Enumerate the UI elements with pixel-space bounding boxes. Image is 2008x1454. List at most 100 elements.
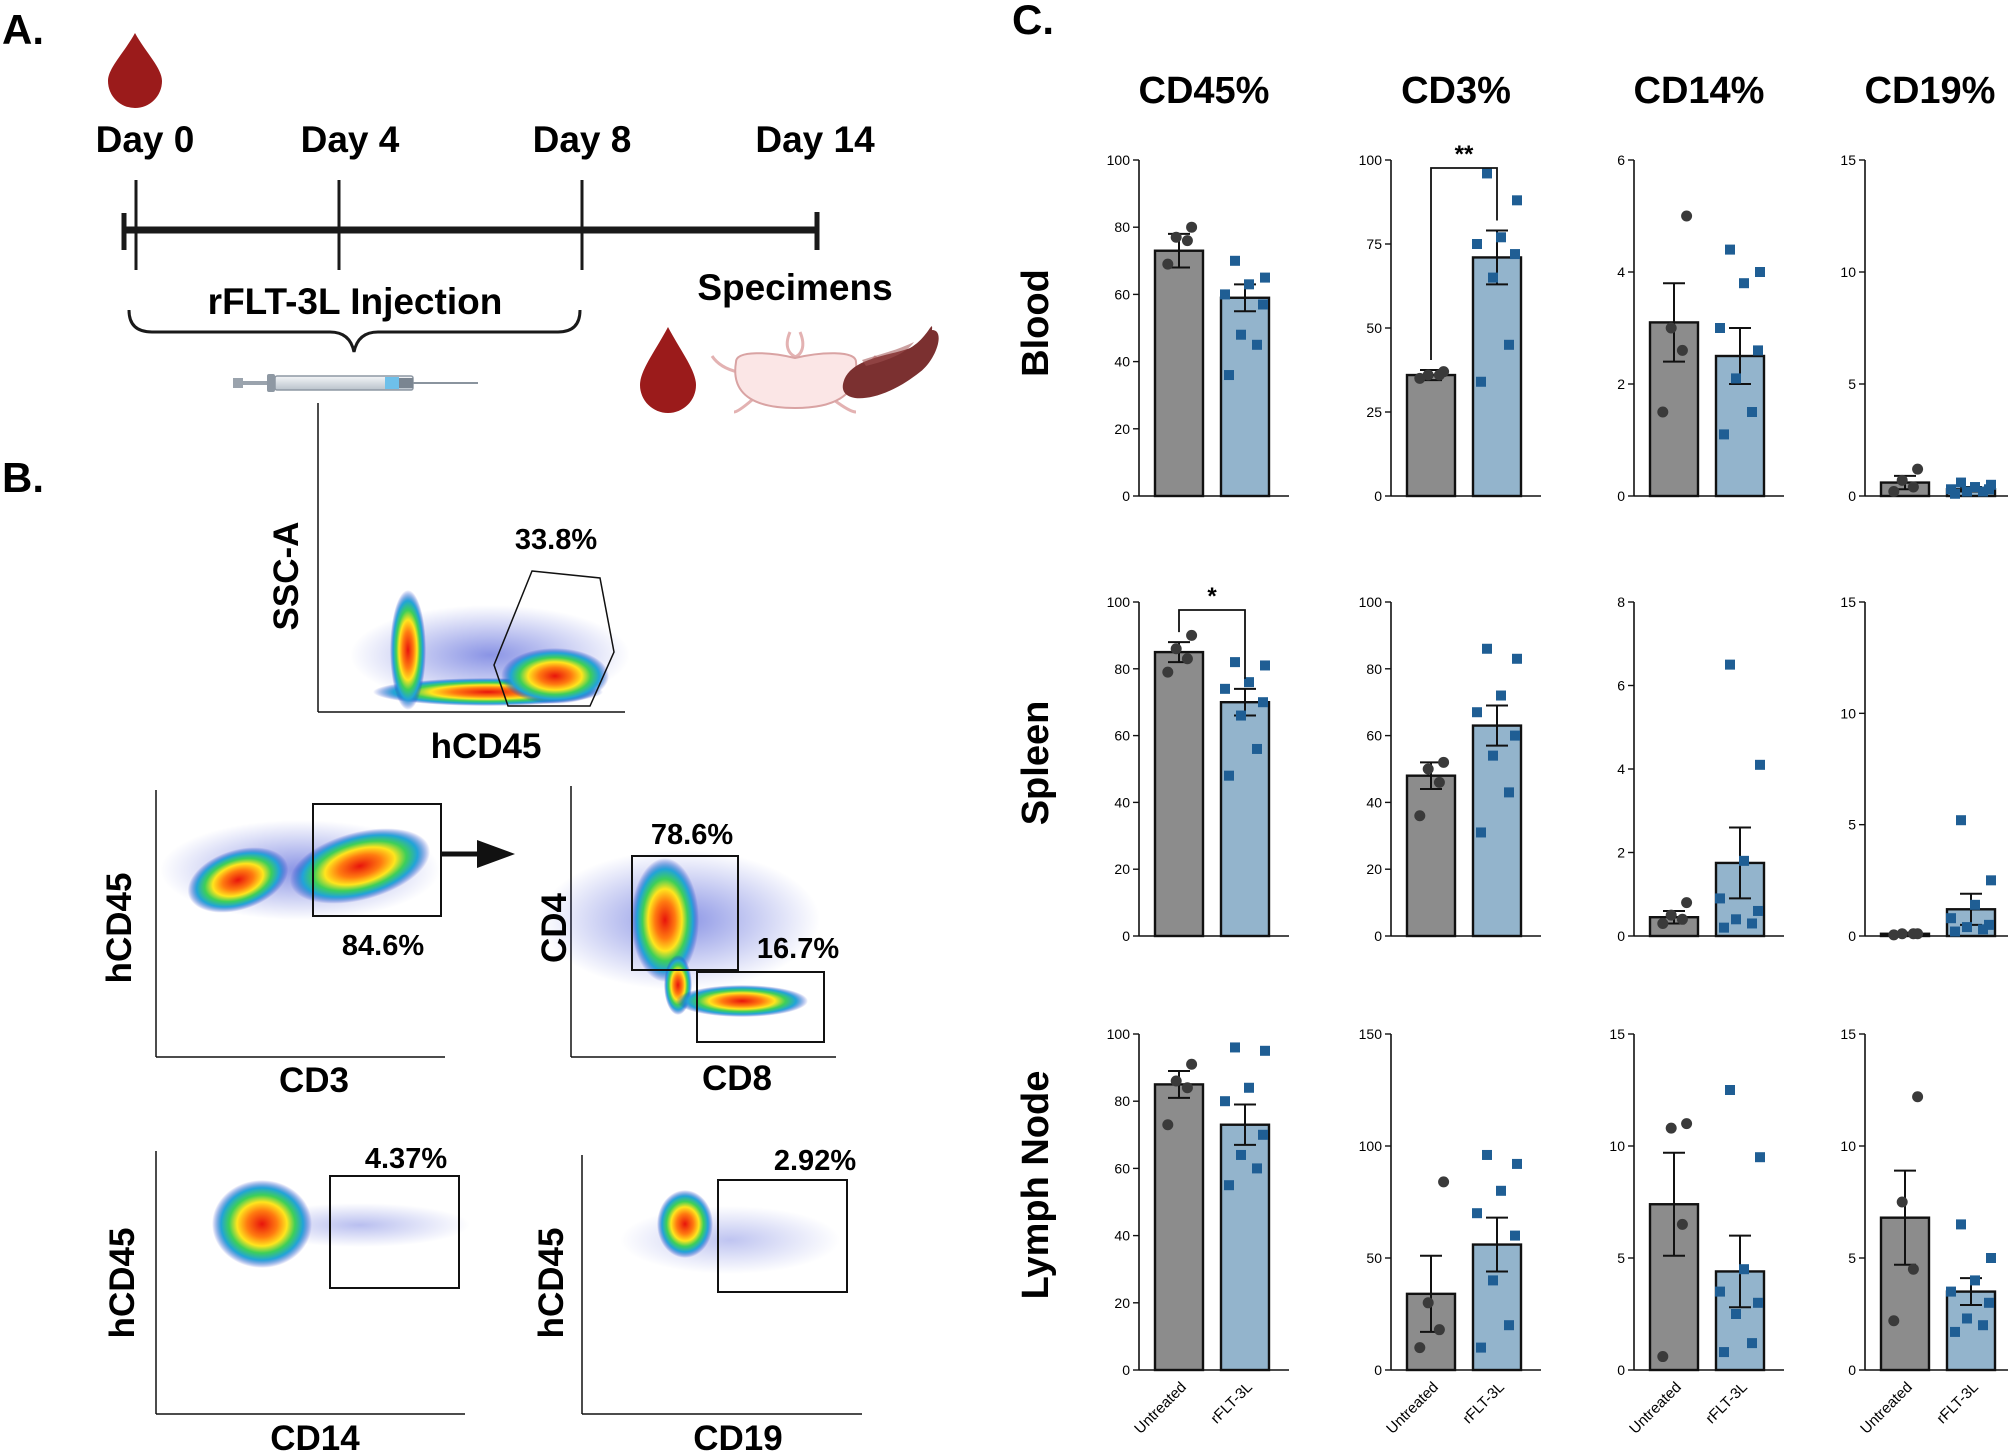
y-tick-label: 0 [1374, 1362, 1382, 1378]
data-point [1912, 928, 1924, 940]
data-point [1888, 929, 1900, 941]
data-point [1681, 1118, 1693, 1130]
chart-title: CD14% [1634, 70, 1765, 112]
y-tick-label: 20 [1114, 1295, 1130, 1311]
y-tick-label: 0 [1374, 928, 1382, 944]
y-tick-label: 5 [1848, 1250, 1856, 1266]
data-point [1715, 893, 1725, 904]
y-tick-label: 0 [1617, 928, 1625, 944]
data-point [1476, 376, 1486, 387]
data-point [1950, 1326, 1960, 1337]
y-tick-label: 5 [1617, 1250, 1625, 1266]
day-label: Day 14 [755, 119, 875, 160]
bar [1405, 373, 1457, 498]
flow-plot: 78.6% 16.7% CD8 CD4 [535, 786, 839, 1098]
data-point [1978, 486, 1988, 497]
flow-axis-label: hCD45 [103, 1228, 142, 1339]
data-point [1970, 482, 1980, 493]
y-tick-label: 0 [1848, 928, 1856, 944]
data-point [1162, 1119, 1174, 1131]
data-point [1244, 1082, 1254, 1093]
data-point [1414, 372, 1426, 384]
data-point [1719, 429, 1729, 440]
y-tick-label: 6 [1617, 678, 1625, 694]
data-point [1510, 1230, 1520, 1241]
data-point [1739, 278, 1749, 289]
y-tick-label: 2 [1617, 376, 1625, 392]
data-point [1962, 1313, 1972, 1324]
panel-label-b: B. [2, 454, 44, 501]
blood-drop-icon [108, 33, 162, 108]
y-tick-label: 25 [1366, 404, 1382, 420]
flow-plot: 4.37% CD14 hCD45 [103, 1143, 470, 1454]
x-tick-label: Untreated [1857, 1379, 1916, 1438]
gate [717, 1179, 848, 1293]
data-point [1665, 1122, 1677, 1134]
data-point [1476, 1342, 1486, 1353]
y-tick-label: 20 [1114, 861, 1130, 877]
y-tick-label: 0 [1848, 1362, 1856, 1378]
y-tick-label: 60 [1114, 728, 1130, 744]
data-point [1482, 168, 1492, 179]
y-tick-label: 100 [1107, 152, 1131, 168]
data-point [1739, 855, 1749, 866]
significance-marker: * [1207, 583, 1217, 610]
day-label: Day 8 [533, 119, 632, 160]
data-point [1725, 244, 1735, 255]
y-tick-label: 100 [1107, 1026, 1131, 1042]
gate-percentage: 33.8% [515, 524, 597, 556]
data-point [1665, 322, 1677, 334]
panel-label-c: C. [1012, 0, 1054, 43]
y-tick-label: 6 [1617, 152, 1625, 168]
chart-title: CD45% [1139, 70, 1270, 112]
data-point [1236, 710, 1246, 721]
data-point [1414, 810, 1426, 822]
flow-axis-label: hCD45 [100, 873, 139, 984]
data-point [1244, 279, 1254, 290]
data-point [1986, 1253, 1996, 1263]
data-point [1186, 1058, 1198, 1070]
bar [1153, 249, 1205, 498]
gate-percentage: 16.7% [757, 933, 839, 965]
data-point [1753, 1297, 1763, 1308]
data-point [1755, 759, 1765, 770]
data-point [1512, 653, 1522, 664]
data-point [1476, 827, 1486, 838]
y-tick-label: 15 [1840, 152, 1856, 168]
data-point [1230, 1042, 1240, 1053]
data-point [1496, 1185, 1506, 1196]
y-tick-label: 8 [1617, 594, 1625, 610]
data-point [1950, 926, 1960, 937]
data-point [1260, 660, 1270, 671]
data-point [1422, 763, 1434, 775]
data-point [1747, 1338, 1757, 1349]
data-point [1946, 484, 1956, 495]
data-point [1731, 1309, 1741, 1319]
y-tick-label: 60 [1366, 728, 1382, 744]
data-point [1657, 917, 1669, 929]
flow-axis-label: hCD45 [431, 727, 542, 766]
x-tick-label: Untreated [1131, 1379, 1190, 1438]
data-point [1755, 1152, 1765, 1163]
data-point [1681, 897, 1693, 909]
data-point [1181, 1082, 1193, 1094]
arrow-right-icon [477, 840, 515, 868]
flow-axis-label: CD3 [279, 1061, 349, 1100]
data-point [1962, 922, 1972, 933]
bar [1219, 701, 1271, 938]
significance-bracket [1178, 609, 1246, 679]
data-point [1252, 339, 1262, 350]
data-point [1896, 928, 1908, 940]
y-tick-label: 20 [1114, 421, 1130, 437]
y-tick-label: 100 [1359, 1138, 1383, 1154]
y-tick-label: 100 [1359, 594, 1383, 610]
data-point [1946, 1286, 1956, 1297]
data-point [1224, 1180, 1234, 1191]
data-point [1422, 1297, 1434, 1309]
data-point [1970, 1275, 1980, 1286]
bar [1405, 774, 1457, 938]
y-tick-label: 50 [1366, 320, 1382, 336]
data-point [1230, 255, 1240, 266]
data-point [1162, 258, 1174, 270]
